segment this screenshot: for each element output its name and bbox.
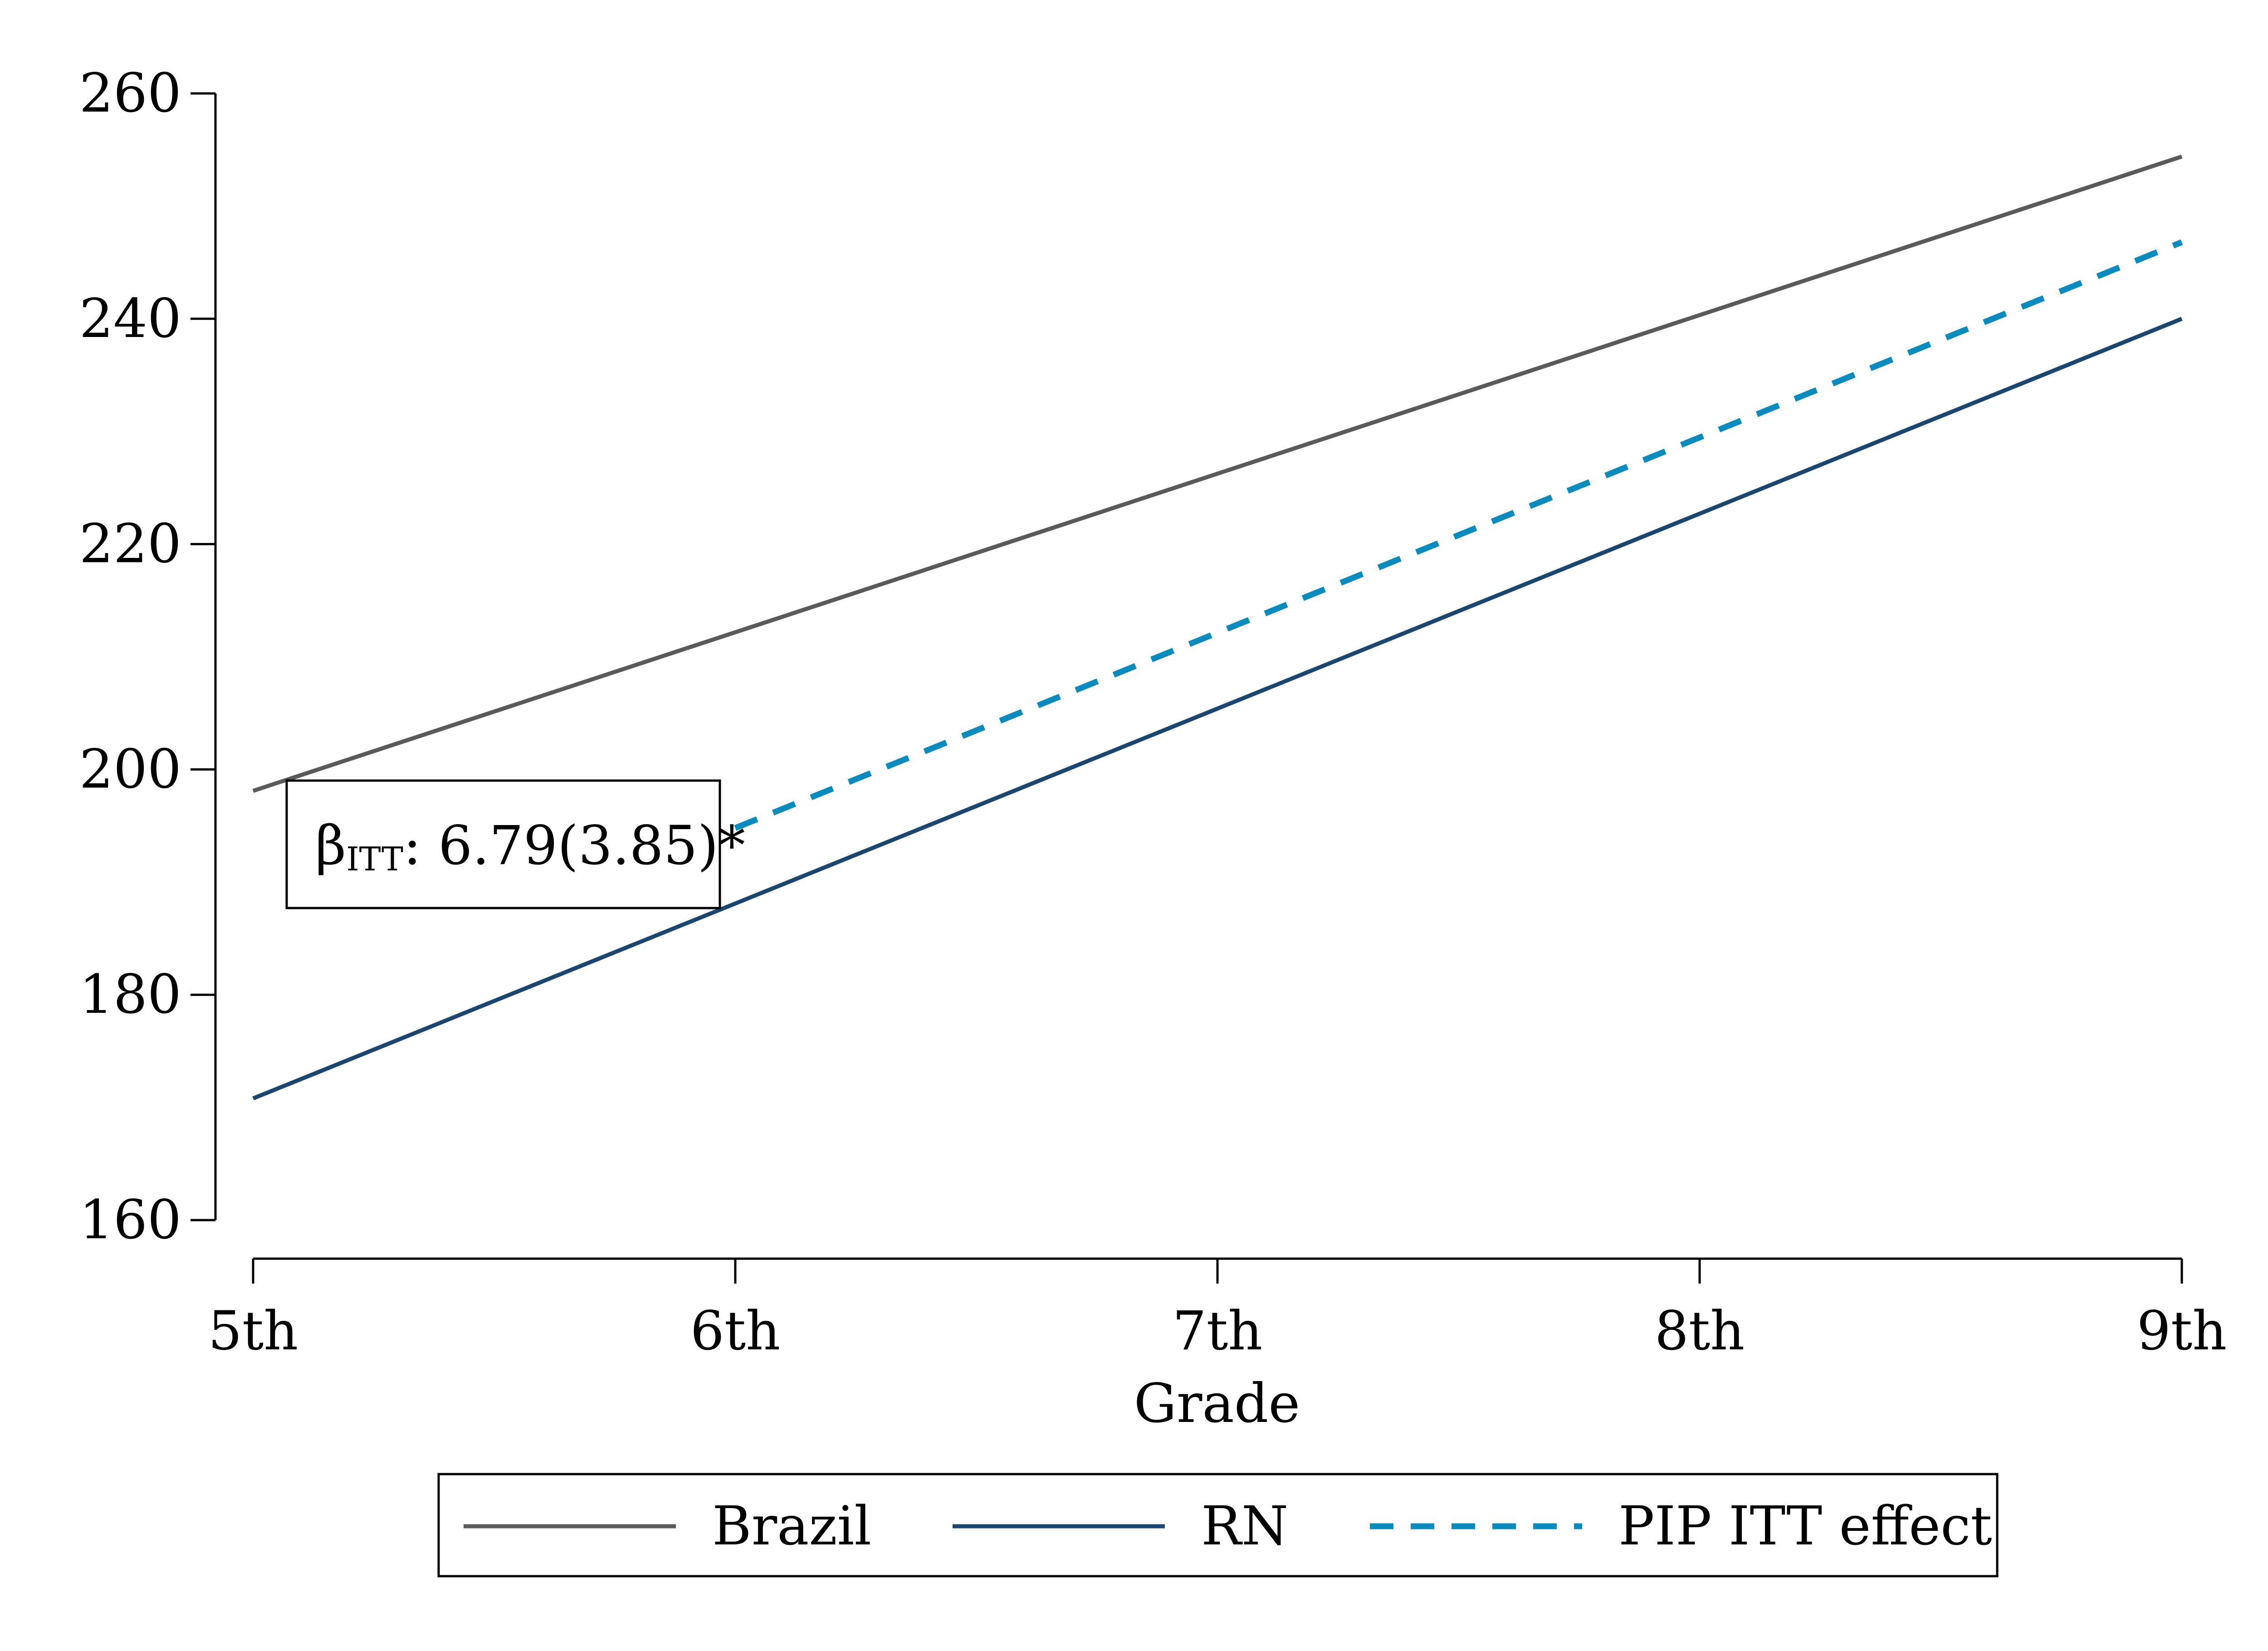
series-layer [252, 154, 2183, 1100]
annotation-frame [285, 779, 721, 909]
legend: Brazil RN PIP ITT effect [437, 1473, 1999, 1578]
x-tick-label: 7th [1173, 1299, 1263, 1362]
y-tick-label: 240 [79, 287, 181, 350]
legend-label: RN [1201, 1495, 1288, 1557]
x-axis-title: Grade [1134, 1372, 1300, 1435]
x-tick-label: 8th [1655, 1299, 1745, 1362]
series-line-pip-itt-effect [734, 239, 2183, 831]
annotation-value: : 6.79(3.85)* [403, 814, 745, 877]
annotation-symbol: β [315, 814, 346, 877]
x-tick-label: 5th [208, 1299, 298, 1362]
annotation-subscript: ITT [346, 840, 403, 878]
y-tick-label: 160 [79, 1188, 181, 1251]
annotation-box: βITT: 6.79(3.85)* [285, 779, 745, 909]
y-axis: 160 180 200 220 240 260 [79, 62, 217, 1251]
x-tick-label: 6th [690, 1299, 781, 1362]
x-axis: 5th 6th 7th 8th 9th [208, 1257, 2227, 1362]
legend-items: Brazil RN PIP ITT effect [464, 1495, 1992, 1557]
legend-label: PIP ITT effect [1618, 1495, 1992, 1557]
series-line-rn [252, 317, 2183, 1100]
legend-frame [437, 1473, 1999, 1578]
y-tick-label: 180 [79, 963, 181, 1026]
y-tick-label: 260 [79, 62, 181, 124]
x-tick-label: 9th [2137, 1299, 2227, 1362]
y-tick-label: 200 [79, 738, 181, 800]
y-tick-label: 220 [79, 513, 181, 575]
series-line-brazil [252, 154, 2183, 793]
legend-label: Brazil [712, 1495, 871, 1557]
annotation-text: βITT: 6.79(3.85)* [315, 814, 745, 878]
